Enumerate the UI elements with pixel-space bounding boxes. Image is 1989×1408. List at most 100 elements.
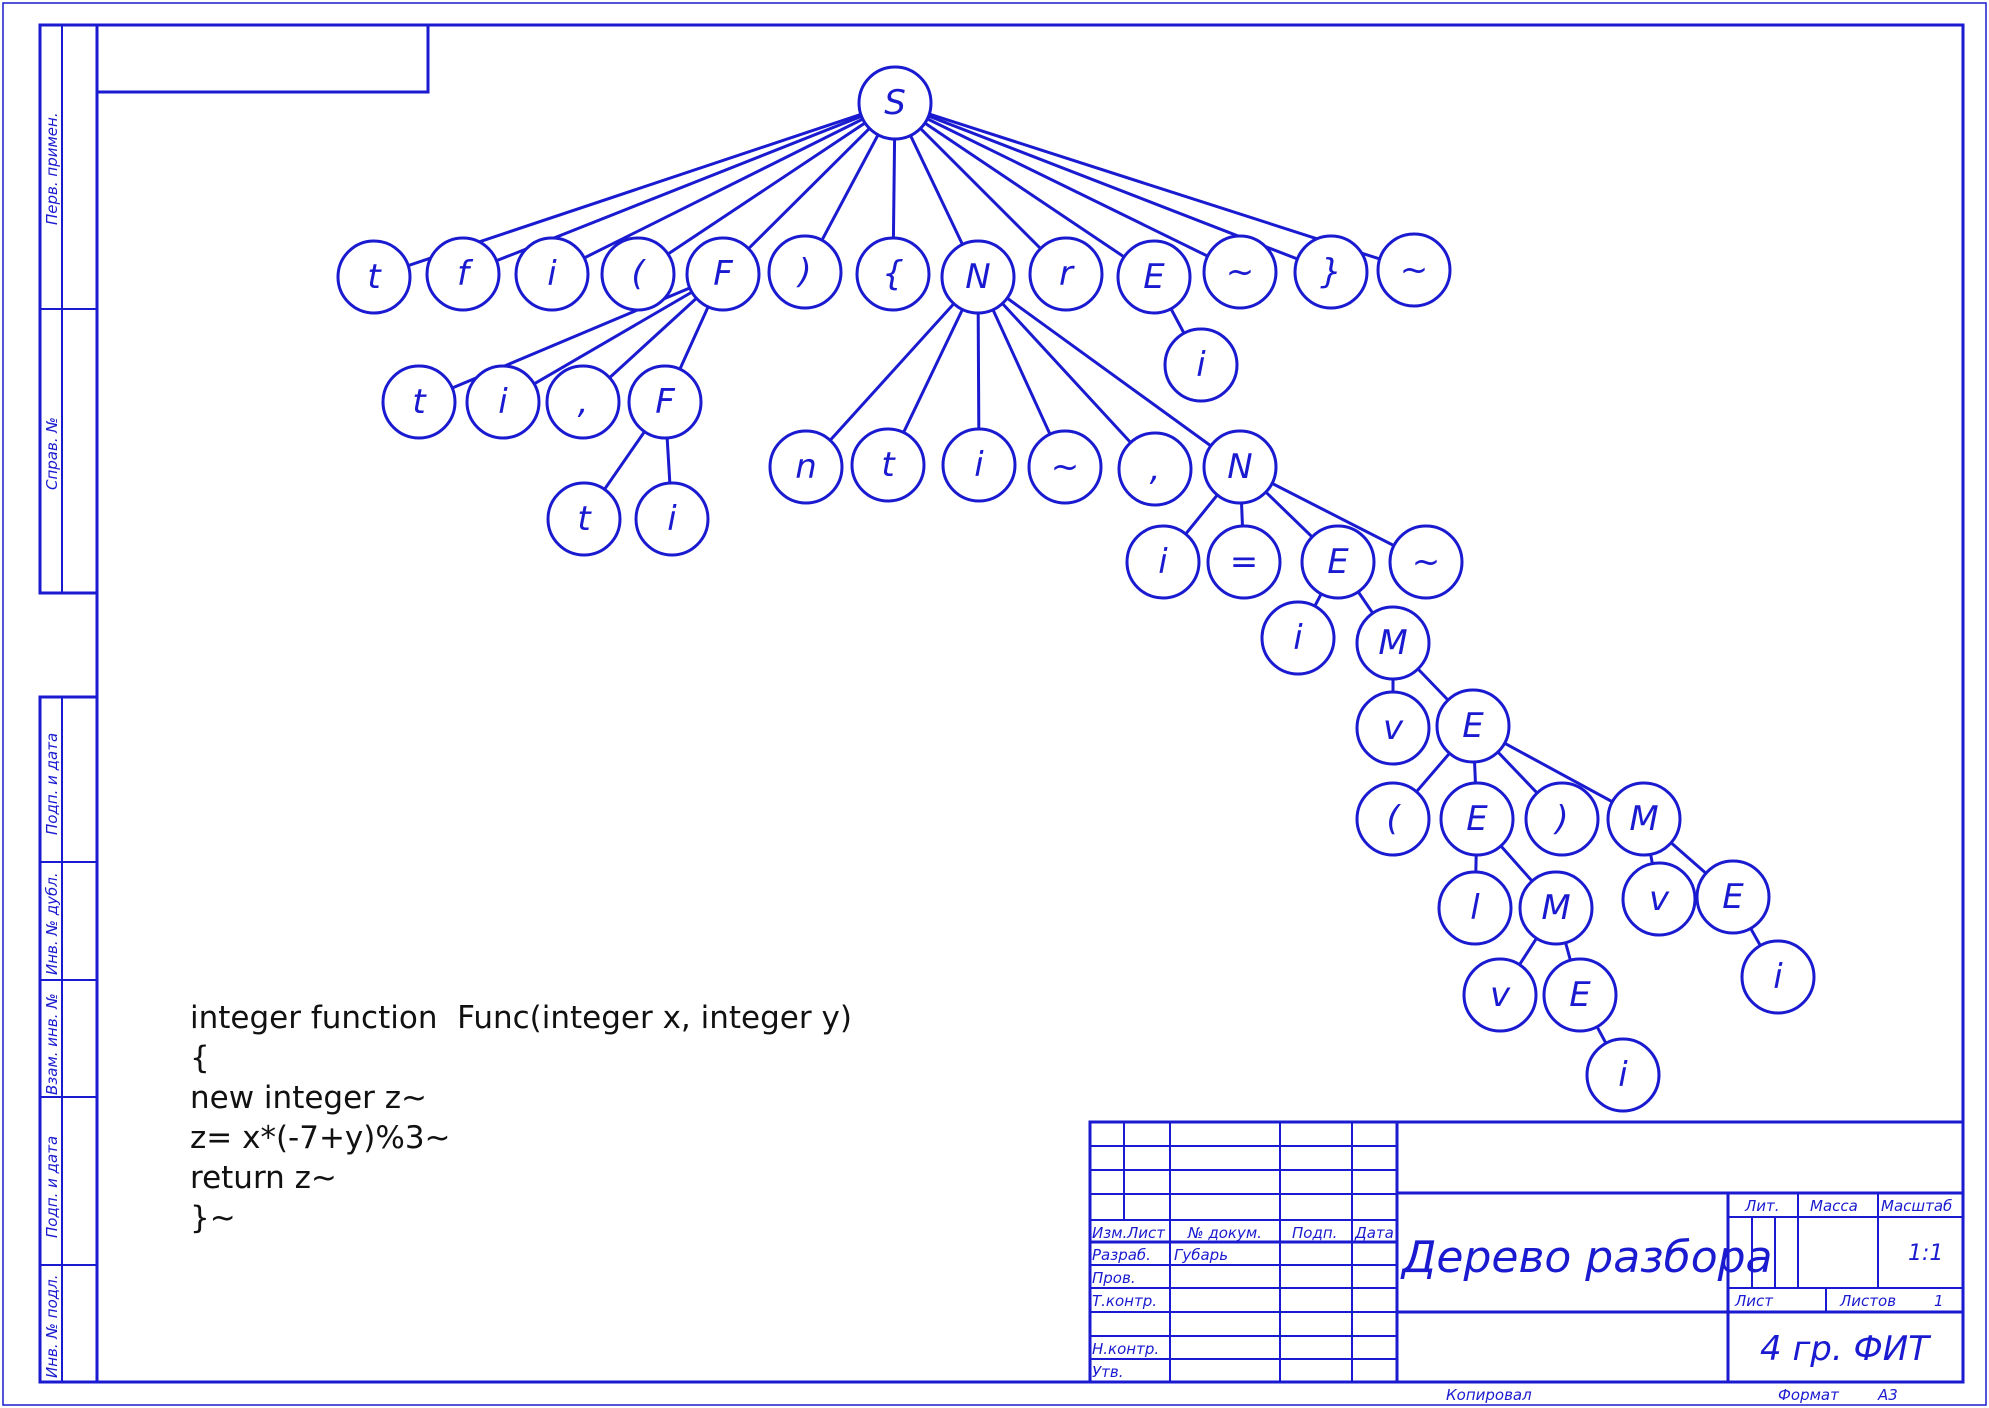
tree-node-circle [1355,690,1431,766]
tree-node-circle [1439,781,1515,857]
tree-node: M [1606,781,1682,857]
tree-node-label: t [577,499,592,539]
tree-node-label: v [1383,708,1404,748]
tree-edge [804,275,980,469]
tree-node-circle [425,236,501,312]
tb-listov-value: 1 [1934,1292,1944,1310]
tree-node-label: M [1378,623,1407,663]
tree-node: ~ [1376,232,1452,308]
tree-node-circle [857,65,933,141]
tree-node: i [1163,327,1239,403]
tb-massa: Масса [1810,1197,1858,1215]
tree-node: t [381,364,457,440]
tb-format-value: А3 [1877,1386,1898,1404]
tree-node-circle [1117,431,1193,507]
tree-node-circle [1435,688,1511,764]
tree-node-label: } [1320,252,1342,292]
tb-group: 4 гр. ФИТ [1760,1329,1931,1369]
tree-node-circle [855,236,931,312]
tree-node-label: ) [795,252,811,292]
tb-list-col: Лист [1126,1224,1166,1242]
tree-node-label: v [1649,879,1670,919]
tree-node-circle [1116,239,1192,315]
tree-node: E [1695,859,1771,935]
tree-node-circle [1388,524,1464,600]
tree-node-circle [1355,605,1431,681]
tree-node-circle [1518,870,1594,946]
tree-edge [637,101,896,276]
tree-node-circle [381,364,457,440]
tree-node: ( [1355,781,1431,857]
tree-node: E [1439,781,1515,857]
tree-node-circle [768,429,844,505]
tb-format: Формат [1778,1386,1840,1404]
tree-node-label: = [1230,542,1259,582]
tree-node-label: F [713,254,733,294]
tree-node-circle [336,239,412,315]
tree-node-circle [600,236,676,312]
tree-node: M [1355,605,1431,681]
tree-node: ) [767,234,843,310]
tb-utv: Утв. [1092,1363,1124,1381]
tb-scale: 1:1 [1908,1241,1943,1266]
tb-listov: Листов [1839,1292,1896,1310]
tree-node-circle [1300,524,1376,600]
tree-node-label: ( [1386,799,1401,839]
tree-node-label: ~ [1412,542,1441,582]
tree-node: t [336,239,412,315]
code-line: integer function Func(integer x, integer… [190,1000,852,1036]
side-label-vzam: Взам. инв. № [43,993,61,1095]
tb-kopiroval: Копировал [1446,1386,1532,1404]
tree-node-label: , [1150,449,1161,489]
tree-node-label: i [1293,618,1303,658]
tree-node: i [1740,939,1816,1015]
tree-node-label: i [974,445,984,485]
code-line: { [190,1040,210,1076]
tree-edge [893,101,1068,276]
tree-node: v [1462,957,1538,1033]
tree-node-label: ~ [1051,447,1080,487]
tree-node-label: i [1773,957,1783,997]
tree-node-circle [1695,859,1771,935]
tree-node: i [465,364,541,440]
tree-node-label: ~ [1226,252,1255,292]
tree-node-label: ) [1552,799,1568,839]
tree-node-label: n [795,447,817,487]
tree-node-label: E [1327,542,1349,582]
top-left-box [97,25,430,94]
tb-tkontr: Т.контр. [1092,1292,1157,1310]
source-code: integer function Func(integer x, integer… [190,998,852,1238]
tree-node-circle [1376,232,1452,308]
tree-node-circle [1206,524,1282,600]
tree-node: E [1435,688,1511,764]
tree-node-circle [545,364,621,440]
tree-node-circle [514,236,590,312]
side-labels: Перв. примен. Справ. № Подп. и дата Инв.… [43,112,61,1378]
tree-node-circle [465,364,541,440]
tree-node: f [425,236,501,312]
tree-edge [418,272,724,404]
tree-node-label: i [547,254,557,294]
tree-node-label: i [1196,345,1206,385]
tb-izm: Изм. [1092,1224,1127,1242]
tree-node-label: i [1158,542,1168,582]
tree-node: i [514,236,590,312]
tree-node: ( [600,236,676,312]
tree-node-label: t [412,382,427,422]
tb-data: Дата [1354,1224,1394,1242]
tree-node-circle [1462,957,1538,1033]
tree-node-circle [1163,327,1239,403]
tree-edge [894,101,1241,274]
tree-node: , [545,364,621,440]
tree-node-label: E [1462,706,1484,746]
tree-node-label: N [1227,447,1252,487]
tree-node: E [1542,957,1618,1033]
tree-node-circle [1293,234,1369,310]
tree-node-label: t [881,445,896,485]
tree-node: v [1355,690,1431,766]
tree-node: n [768,429,844,505]
tree-node-circle [546,481,622,557]
tree-node: , [1117,431,1193,507]
